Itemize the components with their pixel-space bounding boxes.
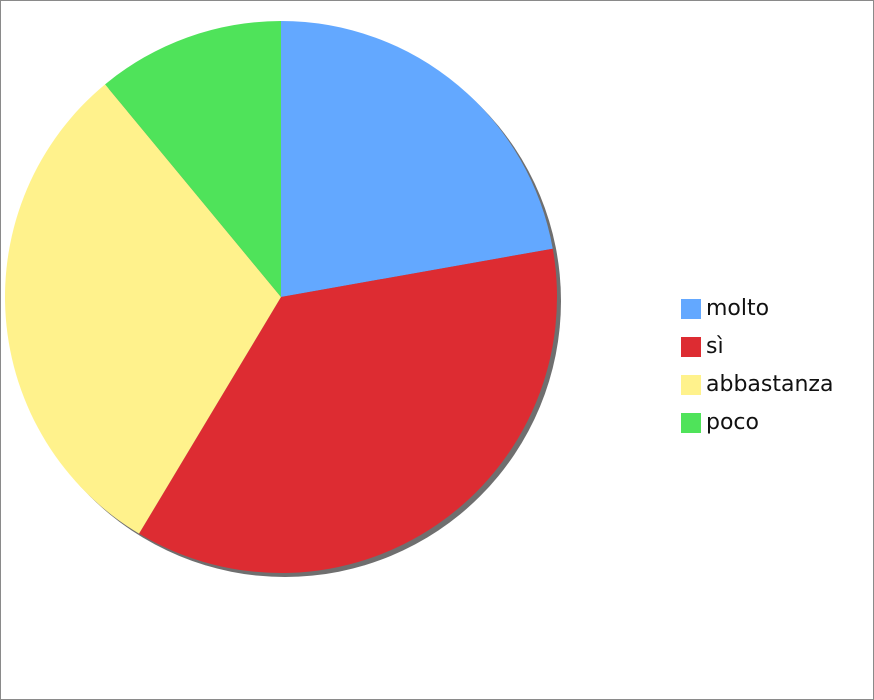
- legend-swatch-poco: [681, 413, 701, 433]
- legend-item-molto: molto: [681, 290, 833, 328]
- pie-slice-2: [4, 84, 282, 534]
- legend-swatch-molto: [681, 299, 701, 319]
- legend-swatch-si: [681, 337, 701, 357]
- pie-slices-layer: [4, 20, 558, 574]
- pie-slice-1: [139, 248, 558, 574]
- legend-label-abbastanza: abbastanza: [706, 372, 834, 397]
- chart-legend: molto sì abbastanza poco: [681, 290, 833, 442]
- legend-item-poco: poco: [681, 404, 833, 442]
- pie-slice-0: [281, 21, 553, 297]
- pie-slice-3: [105, 20, 281, 297]
- legend-item-si: sì: [681, 328, 833, 366]
- legend-swatch-abbastanza: [681, 375, 701, 395]
- legend-label-poco: poco: [706, 410, 759, 435]
- legend-label-molto: molto: [706, 296, 770, 321]
- legend-label-si: sì: [706, 334, 724, 359]
- legend-item-abbastanza: abbastanza: [681, 366, 833, 404]
